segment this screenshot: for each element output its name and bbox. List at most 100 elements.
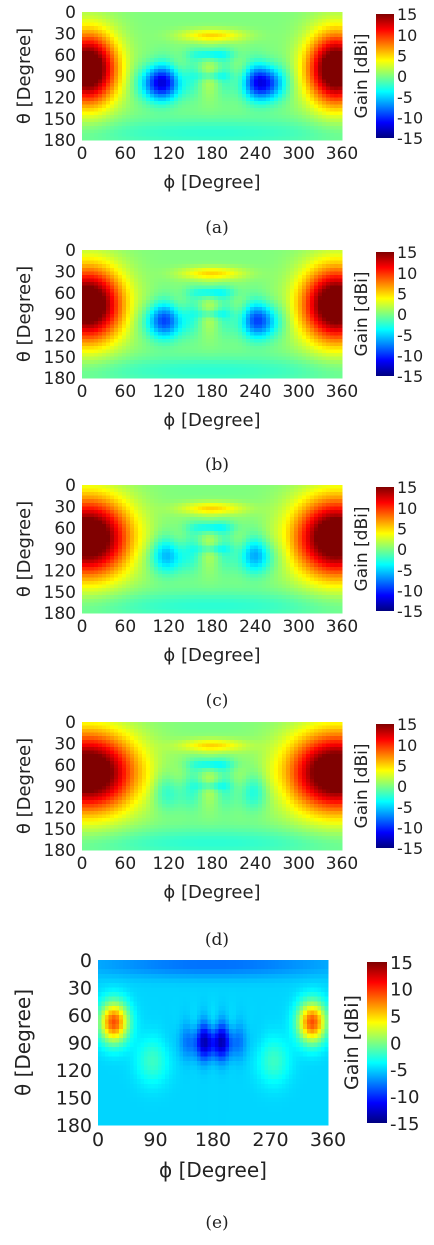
heatmap-cell	[314, 260, 319, 265]
heatmap-cell	[242, 285, 247, 290]
heatmap-cell	[318, 118, 323, 123]
heatmap-cell	[114, 289, 119, 294]
heatmap-cell	[130, 108, 135, 113]
heatmap-cell	[234, 29, 239, 34]
heatmap-cell	[238, 314, 243, 319]
heatmap-cell	[126, 68, 131, 74]
heatmap-cell	[130, 12, 135, 17]
heatmap-cell	[82, 19, 87, 24]
heatmap-cell	[298, 76, 303, 81]
heatmap-cell	[230, 65, 235, 70]
heatmap-cell	[274, 129, 279, 134]
heatmap-cell	[214, 72, 219, 77]
heatmap-cell	[206, 338, 211, 344]
heatmap-cell	[222, 495, 227, 500]
heatmap-cell	[206, 129, 211, 134]
colorbar	[376, 252, 394, 376]
heatmap-cell	[146, 267, 151, 272]
heatmap-cell	[142, 108, 147, 113]
heatmap-cell	[262, 54, 267, 59]
heatmap-cell	[114, 22, 119, 27]
heatmap-cell	[338, 296, 343, 301]
heatmap-cell	[82, 12, 87, 17]
heatmap-cell	[174, 346, 179, 351]
heatmap-cell	[98, 310, 103, 315]
heatmap-cell	[330, 111, 335, 116]
heatmap-cell	[186, 72, 191, 77]
heatmap-cell	[282, 492, 287, 497]
heatmap-cell	[170, 104, 175, 109]
heatmap-cell	[258, 346, 263, 351]
heatmap-cell	[210, 274, 215, 280]
heatmap-cell	[282, 314, 287, 319]
heatmap-cell	[114, 65, 119, 70]
heatmap-cell	[138, 317, 143, 322]
heatmap-cell	[250, 36, 255, 42]
heatmap-cell	[166, 321, 171, 326]
heatmap-cell	[86, 93, 91, 98]
heatmap-cell	[286, 328, 291, 333]
heatmap-cell	[258, 338, 263, 344]
heatmap-cell	[150, 22, 155, 27]
heatmap-cell	[322, 22, 327, 27]
heatmap-cell	[238, 250, 243, 255]
heatmap-cell	[226, 19, 231, 24]
heatmap-cell	[186, 328, 191, 333]
heatmap-cell	[142, 342, 147, 347]
heatmap-cell	[246, 335, 251, 340]
heatmap-cell	[106, 338, 111, 344]
heatmap-cell	[302, 370, 307, 376]
heatmap-cell	[214, 118, 219, 123]
heatmap-cell	[274, 488, 279, 493]
heatmap-cell	[310, 29, 315, 34]
heatmap-cell	[314, 285, 319, 290]
heatmap-cell	[338, 22, 343, 27]
heatmap-cell	[178, 321, 183, 326]
heatmap-cell	[298, 58, 303, 63]
heatmap-cell	[154, 303, 159, 308]
heatmap-cell	[142, 324, 147, 329]
heatmap-cell	[250, 324, 255, 329]
heatmap-cell	[266, 310, 271, 315]
heatmap-cell	[138, 285, 143, 290]
heatmap-cell	[158, 367, 163, 372]
heatmap-cell	[86, 321, 91, 326]
heatmap-cell	[326, 274, 331, 280]
heatmap-cell	[258, 488, 263, 493]
heatmap-cell	[106, 324, 111, 329]
heatmap-cell	[330, 97, 335, 102]
heatmap-cell	[134, 54, 139, 59]
heatmap-cell	[286, 370, 291, 376]
heatmap-cell	[110, 118, 115, 123]
heatmap-cell	[214, 267, 219, 272]
heatmap-cell	[130, 285, 135, 290]
heatmap-cell	[330, 250, 335, 255]
heatmap-cell	[334, 40, 339, 45]
heatmap-cell	[134, 58, 139, 63]
heatmap-cell	[338, 328, 343, 333]
heatmap-cell	[310, 349, 315, 354]
heatmap-cell	[134, 274, 139, 280]
heatmap-cell	[278, 26, 283, 31]
heatmap-cell	[334, 47, 339, 52]
heatmap-cell	[330, 104, 335, 109]
heatmap-cell	[150, 346, 155, 351]
heatmap-cell	[218, 360, 223, 365]
heatmap-cell	[194, 12, 199, 17]
heatmap-cell	[282, 495, 287, 500]
heatmap-cell	[114, 374, 119, 379]
heatmap-cell	[226, 40, 231, 45]
heatmap-cell	[114, 292, 119, 297]
heatmap-cell	[234, 356, 239, 361]
heatmap-cell	[138, 314, 143, 319]
heatmap-cell	[90, 33, 95, 38]
heatmap-cell	[210, 122, 215, 127]
heatmap-cell	[190, 76, 195, 81]
heatmap-cell	[166, 54, 171, 59]
heatmap-cell	[242, 338, 247, 344]
heatmap-cell	[250, 264, 255, 269]
heatmap-cell	[102, 374, 107, 379]
heatmap-cell	[242, 68, 247, 74]
y-tick-label: 120	[44, 88, 76, 108]
heatmap-cell	[258, 271, 263, 276]
